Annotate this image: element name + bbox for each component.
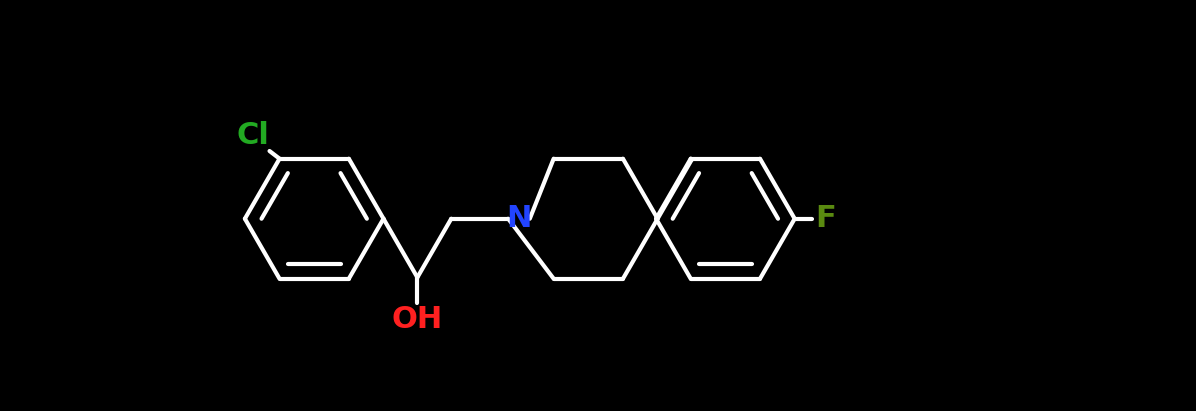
Text: OH: OH — [392, 305, 443, 334]
Text: Cl: Cl — [236, 121, 269, 150]
Text: F: F — [816, 204, 836, 233]
Text: N: N — [506, 204, 532, 233]
